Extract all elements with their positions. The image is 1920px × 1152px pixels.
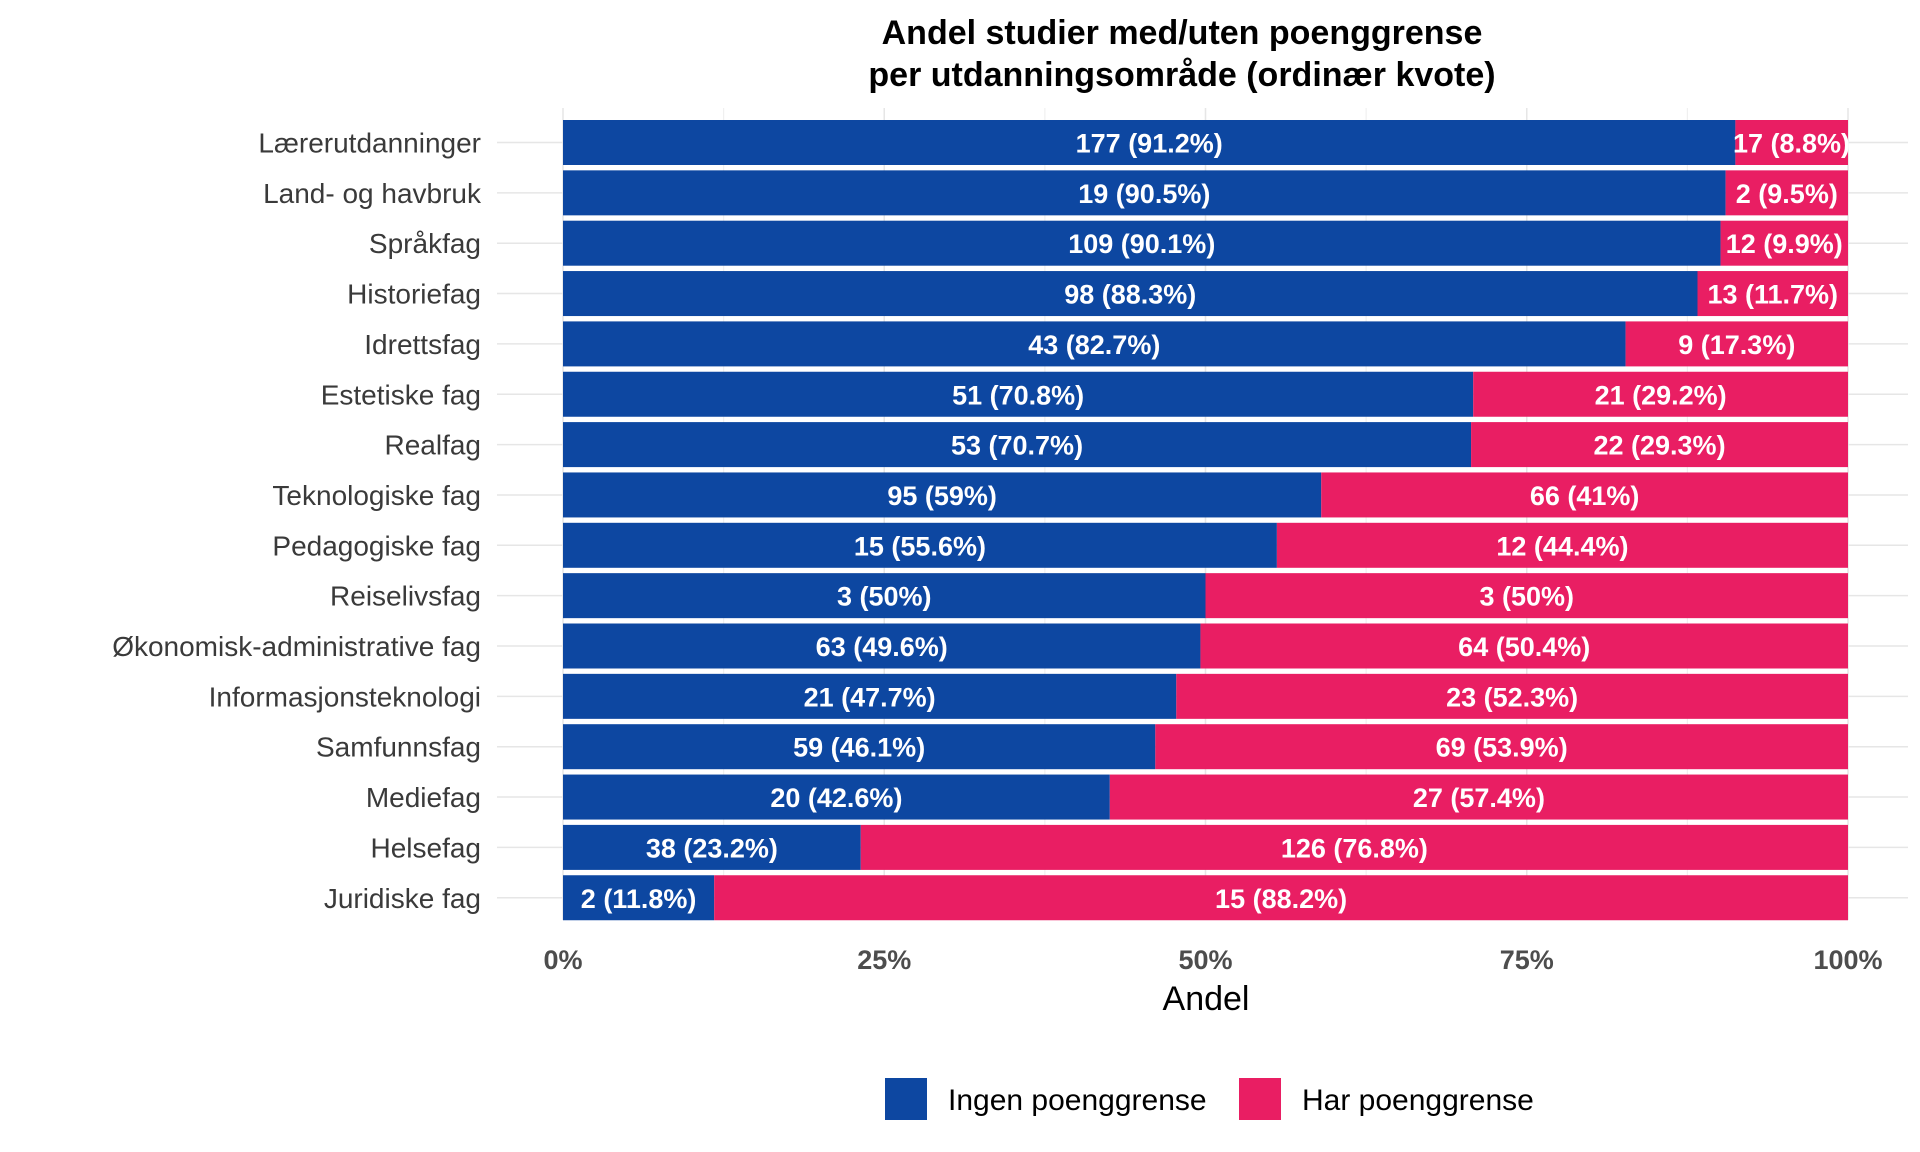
bar-har-poenggrense — [1473, 371, 1848, 417]
x-axis-title: Andel — [1163, 980, 1250, 1018]
category-label: Historiefag — [347, 279, 481, 310]
bar-ingen-poenggrense — [563, 170, 1726, 216]
x-tick-label: 50% — [1178, 945, 1232, 975]
bar-ingen-poenggrense — [563, 472, 1322, 518]
category-label: Idrettsfag — [364, 329, 481, 360]
category-label: Mediefag — [366, 782, 481, 813]
bar-ingen-poenggrense — [563, 573, 1206, 619]
data-label: 95 (59%) — [887, 481, 997, 511]
data-label: 64 (50.4%) — [1458, 632, 1590, 662]
legend-key — [1239, 1078, 1281, 1120]
legend-label: Ingen poenggrense — [948, 1084, 1207, 1117]
category-label: Reiselivsfag — [330, 581, 481, 612]
bar-har-poenggrense — [1321, 472, 1848, 518]
legend: Ingen poenggrense Har poenggrense — [885, 1078, 1534, 1120]
data-label: 126 (76.8%) — [1281, 833, 1428, 863]
data-label: 21 (47.7%) — [804, 682, 936, 712]
data-label: 98 (88.3%) — [1064, 280, 1196, 310]
bar-har-poenggrense — [1205, 573, 1848, 619]
bar-har-poenggrense — [1720, 220, 1848, 266]
category-label: Språkfag — [369, 228, 481, 259]
x-tick-label: 25% — [857, 945, 911, 975]
category-label: Realfag — [384, 430, 481, 461]
data-label: 66 (41%) — [1530, 481, 1640, 511]
category-label: Lærerutdanninger — [258, 128, 481, 159]
bar-ingen-poenggrense — [563, 522, 1277, 568]
bar-har-poenggrense — [1200, 623, 1848, 669]
bar-ingen-poenggrense — [563, 724, 1156, 770]
data-label: 53 (70.7%) — [951, 431, 1083, 461]
data-label: 43 (82.7%) — [1028, 330, 1160, 360]
category-label: Estetiske fag — [321, 379, 481, 410]
x-tick-label: 0% — [543, 945, 582, 975]
data-label: 20 (42.6%) — [770, 783, 902, 813]
data-label: 59 (46.1%) — [793, 733, 925, 763]
bar-har-poenggrense — [860, 824, 1848, 870]
bars: 177 (91.2%) 17 (8.8%) 19 (90.5%) 2 (9.5%) 10… — [563, 120, 1850, 921]
x-tick-labels: 0% 25% 50% 75% 100% — [543, 945, 1882, 975]
data-label: 3 (50%) — [837, 582, 932, 612]
bar-ingen-poenggrense — [563, 271, 1698, 317]
data-label: 15 (88.2%) — [1215, 884, 1347, 914]
x-tick-label: 75% — [1500, 945, 1554, 975]
bar-har-poenggrense — [1697, 271, 1848, 317]
chart-title-line: per utdanningsområde (ordinær kvote) — [868, 56, 1495, 94]
category-label: Informasjonsteknologi — [209, 681, 481, 712]
bar-ingen-poenggrense — [563, 371, 1474, 417]
chart-title-line: Andel studier med/uten poenggrense — [882, 14, 1483, 52]
bar-har-poenggrense — [1276, 522, 1848, 568]
bar-har-poenggrense — [714, 875, 1848, 921]
category-label: Helsefag — [370, 832, 481, 863]
data-label: 15 (55.6%) — [854, 531, 986, 561]
bar-ingen-poenggrense — [563, 774, 1110, 820]
bar-har-poenggrense — [1735, 120, 1848, 165]
bar-har-poenggrense — [1176, 673, 1848, 719]
data-label: 3 (50%) — [1479, 582, 1574, 612]
bar-ingen-poenggrense — [563, 321, 1626, 367]
data-label: 69 (53.9%) — [1436, 733, 1568, 763]
data-label: 22 (29.3%) — [1593, 431, 1725, 461]
data-label: 21 (29.2%) — [1595, 380, 1727, 410]
bar-ingen-poenggrense — [563, 220, 1721, 266]
legend-key — [885, 1078, 927, 1120]
bar-har-poenggrense — [1725, 170, 1848, 216]
bar-har-poenggrense — [1155, 724, 1848, 770]
data-label: 38 (23.2%) — [646, 833, 778, 863]
data-label: 23 (52.3%) — [1446, 682, 1578, 712]
data-label: 51 (70.8%) — [952, 380, 1084, 410]
bar-ingen-poenggrense — [563, 824, 861, 870]
legend-label: Har poenggrense — [1302, 1084, 1534, 1117]
data-label: 12 (9.9%) — [1726, 229, 1843, 259]
chart-title: Andel studier med/uten poenggrense per ut… — [868, 14, 1495, 94]
category-label: Samfunnsfag — [316, 732, 481, 763]
data-label: 12 (44.4%) — [1496, 531, 1628, 561]
data-label: 177 (91.2%) — [1076, 129, 1223, 159]
data-label: 109 (90.1%) — [1068, 229, 1215, 259]
data-label: 17 (8.8%) — [1733, 129, 1850, 159]
data-label: 2 (9.5%) — [1736, 179, 1838, 209]
data-label: 2 (11.8%) — [581, 884, 697, 914]
bar-har-poenggrense — [1471, 422, 1848, 468]
bar-ingen-poenggrense — [563, 422, 1472, 468]
category-label: Teknologiske fag — [272, 480, 481, 511]
bar-har-poenggrense — [1625, 321, 1848, 367]
category-label: Juridiske fag — [324, 883, 481, 914]
category-label: Pedagogiske fag — [272, 530, 481, 561]
x-tick-label: 100% — [1813, 945, 1882, 975]
bar-ingen-poenggrense — [563, 673, 1177, 719]
data-label: 27 (57.4%) — [1413, 783, 1545, 813]
data-label: 9 (17.3%) — [1678, 330, 1795, 360]
category-labels: Lærerutdanninger Land- og havbruk Språkfag… — [112, 128, 482, 914]
category-label: Land- og havbruk — [263, 178, 482, 209]
bar-ingen-poenggrense — [563, 623, 1201, 669]
data-label: 13 (11.7%) — [1707, 280, 1838, 310]
bar-har-poenggrense — [1109, 774, 1848, 820]
data-label: 63 (49.6%) — [816, 632, 948, 662]
data-label: 19 (90.5%) — [1078, 179, 1210, 209]
bar-ingen-poenggrense — [563, 120, 1736, 165]
category-label: Økonomisk-administrative fag — [112, 631, 481, 662]
bar-ingen-poenggrense — [563, 875, 715, 921]
